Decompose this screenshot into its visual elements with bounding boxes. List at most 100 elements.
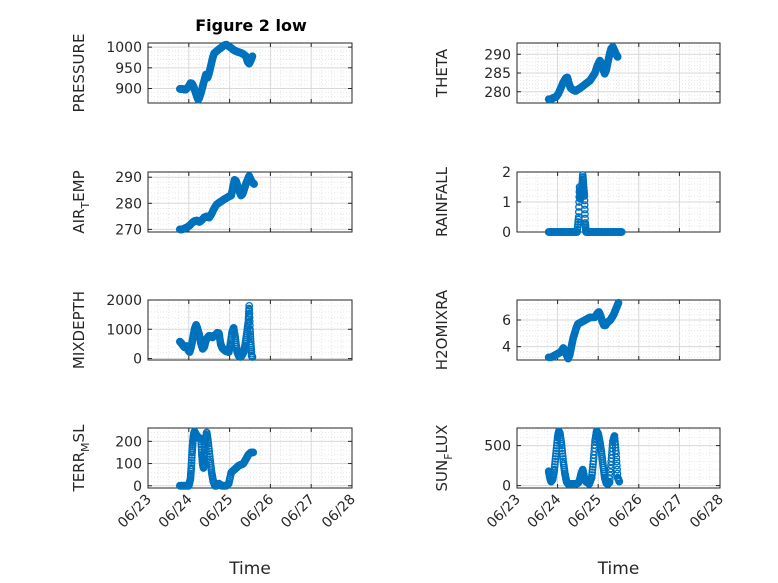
data-point — [588, 463, 597, 471]
x-axis-label: Time — [228, 559, 271, 579]
y-tick-label: 290 — [484, 47, 511, 63]
subplot-2: 270 280 290 AIRTEMP — [70, 170, 353, 238]
data-point — [187, 461, 196, 470]
subplot-0: 900 950 1000 PRESSURE — [70, 34, 353, 113]
data-point — [573, 225, 582, 234]
data-point — [246, 325, 254, 334]
data-point — [551, 457, 560, 466]
y-axis-label: THETA — [433, 48, 451, 98]
data-point — [612, 449, 620, 458]
y-tick-label: 1 — [502, 195, 511, 211]
data-point — [187, 453, 196, 462]
data-point — [613, 461, 621, 470]
y-tick-label: 4 — [502, 340, 511, 356]
y-tick-label: 0 — [133, 352, 142, 368]
series-markers — [175, 427, 258, 490]
data-point — [249, 448, 258, 457]
data-point — [551, 455, 560, 463]
series-markers — [544, 298, 623, 363]
subplot-4: 0 1000 2000 MIXDEPTH — [70, 291, 353, 369]
data-point — [574, 218, 583, 226]
subplot-3: 0 1 2 RAINFALL — [433, 165, 721, 241]
data-point — [551, 460, 559, 469]
y-axis-label: RAINFALL — [433, 166, 451, 237]
data-point — [205, 444, 213, 453]
data-point — [187, 456, 196, 465]
data-point — [617, 228, 626, 236]
x-axis-label: Time — [597, 559, 640, 579]
y-tick-label: 280 — [115, 196, 142, 212]
data-point — [250, 180, 258, 188]
data-point — [248, 353, 257, 361]
subplot-5: 4 6 H2OMIXRA — [433, 289, 721, 370]
y-tick-label: 2000 — [106, 293, 142, 309]
data-point — [615, 477, 624, 486]
data-point — [245, 317, 254, 326]
y-tick-label: 270 — [115, 222, 142, 238]
data-point — [557, 441, 566, 450]
y-tick-label: 280 — [484, 85, 511, 101]
y-tick-label: 2 — [502, 165, 511, 181]
data-point — [550, 465, 559, 474]
data-point — [248, 52, 257, 61]
subplot-1: 280 285 290 THETA — [433, 42, 721, 104]
data-point — [205, 450, 214, 458]
data-point — [581, 210, 589, 218]
data-point — [614, 298, 623, 307]
axes-box — [147, 171, 353, 233]
data-point — [550, 463, 559, 471]
series-markers — [175, 302, 257, 361]
data-point — [205, 452, 214, 461]
grid — [147, 42, 353, 103]
axes-box — [516, 427, 721, 489]
data-point — [558, 449, 567, 458]
data-point — [245, 305, 254, 314]
data-point — [246, 327, 254, 336]
grid — [516, 300, 721, 360]
data-point — [558, 444, 566, 453]
y-axis-label: SUNFLUX — [433, 425, 455, 492]
data-point — [588, 465, 597, 474]
grid — [516, 171, 721, 233]
data-point — [587, 473, 596, 482]
series-markers — [544, 171, 626, 236]
y-tick-label: 6 — [502, 313, 511, 329]
data-point — [246, 332, 255, 341]
data-point — [573, 223, 582, 231]
y-tick-label: 0 — [502, 479, 511, 495]
data-point — [187, 458, 196, 467]
axes-box — [147, 427, 353, 489]
data-point — [573, 228, 581, 236]
data-point — [204, 442, 213, 450]
data-point — [574, 220, 582, 229]
y-tick-label: 290 — [115, 170, 142, 186]
data-point — [580, 196, 589, 205]
y-tick-label: 0 — [502, 225, 511, 241]
data-point — [613, 53, 622, 61]
y-axis-label: H2OMIXRA — [433, 289, 451, 370]
y-tick-label: 285 — [484, 66, 511, 82]
y-axis-label: TERRMSL — [70, 424, 92, 493]
series-markers — [175, 40, 257, 104]
series-markers — [544, 42, 622, 104]
data-point — [558, 452, 567, 461]
data-point — [558, 447, 567, 455]
data-point — [588, 471, 596, 479]
y-tick-label: 0 — [133, 479, 142, 495]
grid — [516, 428, 721, 488]
data-point — [205, 447, 214, 456]
y-axis-label: MIXDEPTH — [70, 291, 88, 369]
data-point — [245, 309, 254, 318]
data-point — [187, 464, 196, 472]
y-axis-label: PRESSURE — [70, 34, 88, 113]
y-axis-label: AIRTEMP — [70, 170, 92, 233]
y-tick-label: 1000 — [106, 40, 142, 56]
data-point — [580, 201, 589, 209]
y-tick-label: 200 — [115, 434, 142, 450]
data-point — [580, 205, 589, 214]
figure-title: Figure 2 low — [195, 16, 307, 35]
series-markers — [175, 172, 258, 234]
data-point — [613, 465, 621, 474]
